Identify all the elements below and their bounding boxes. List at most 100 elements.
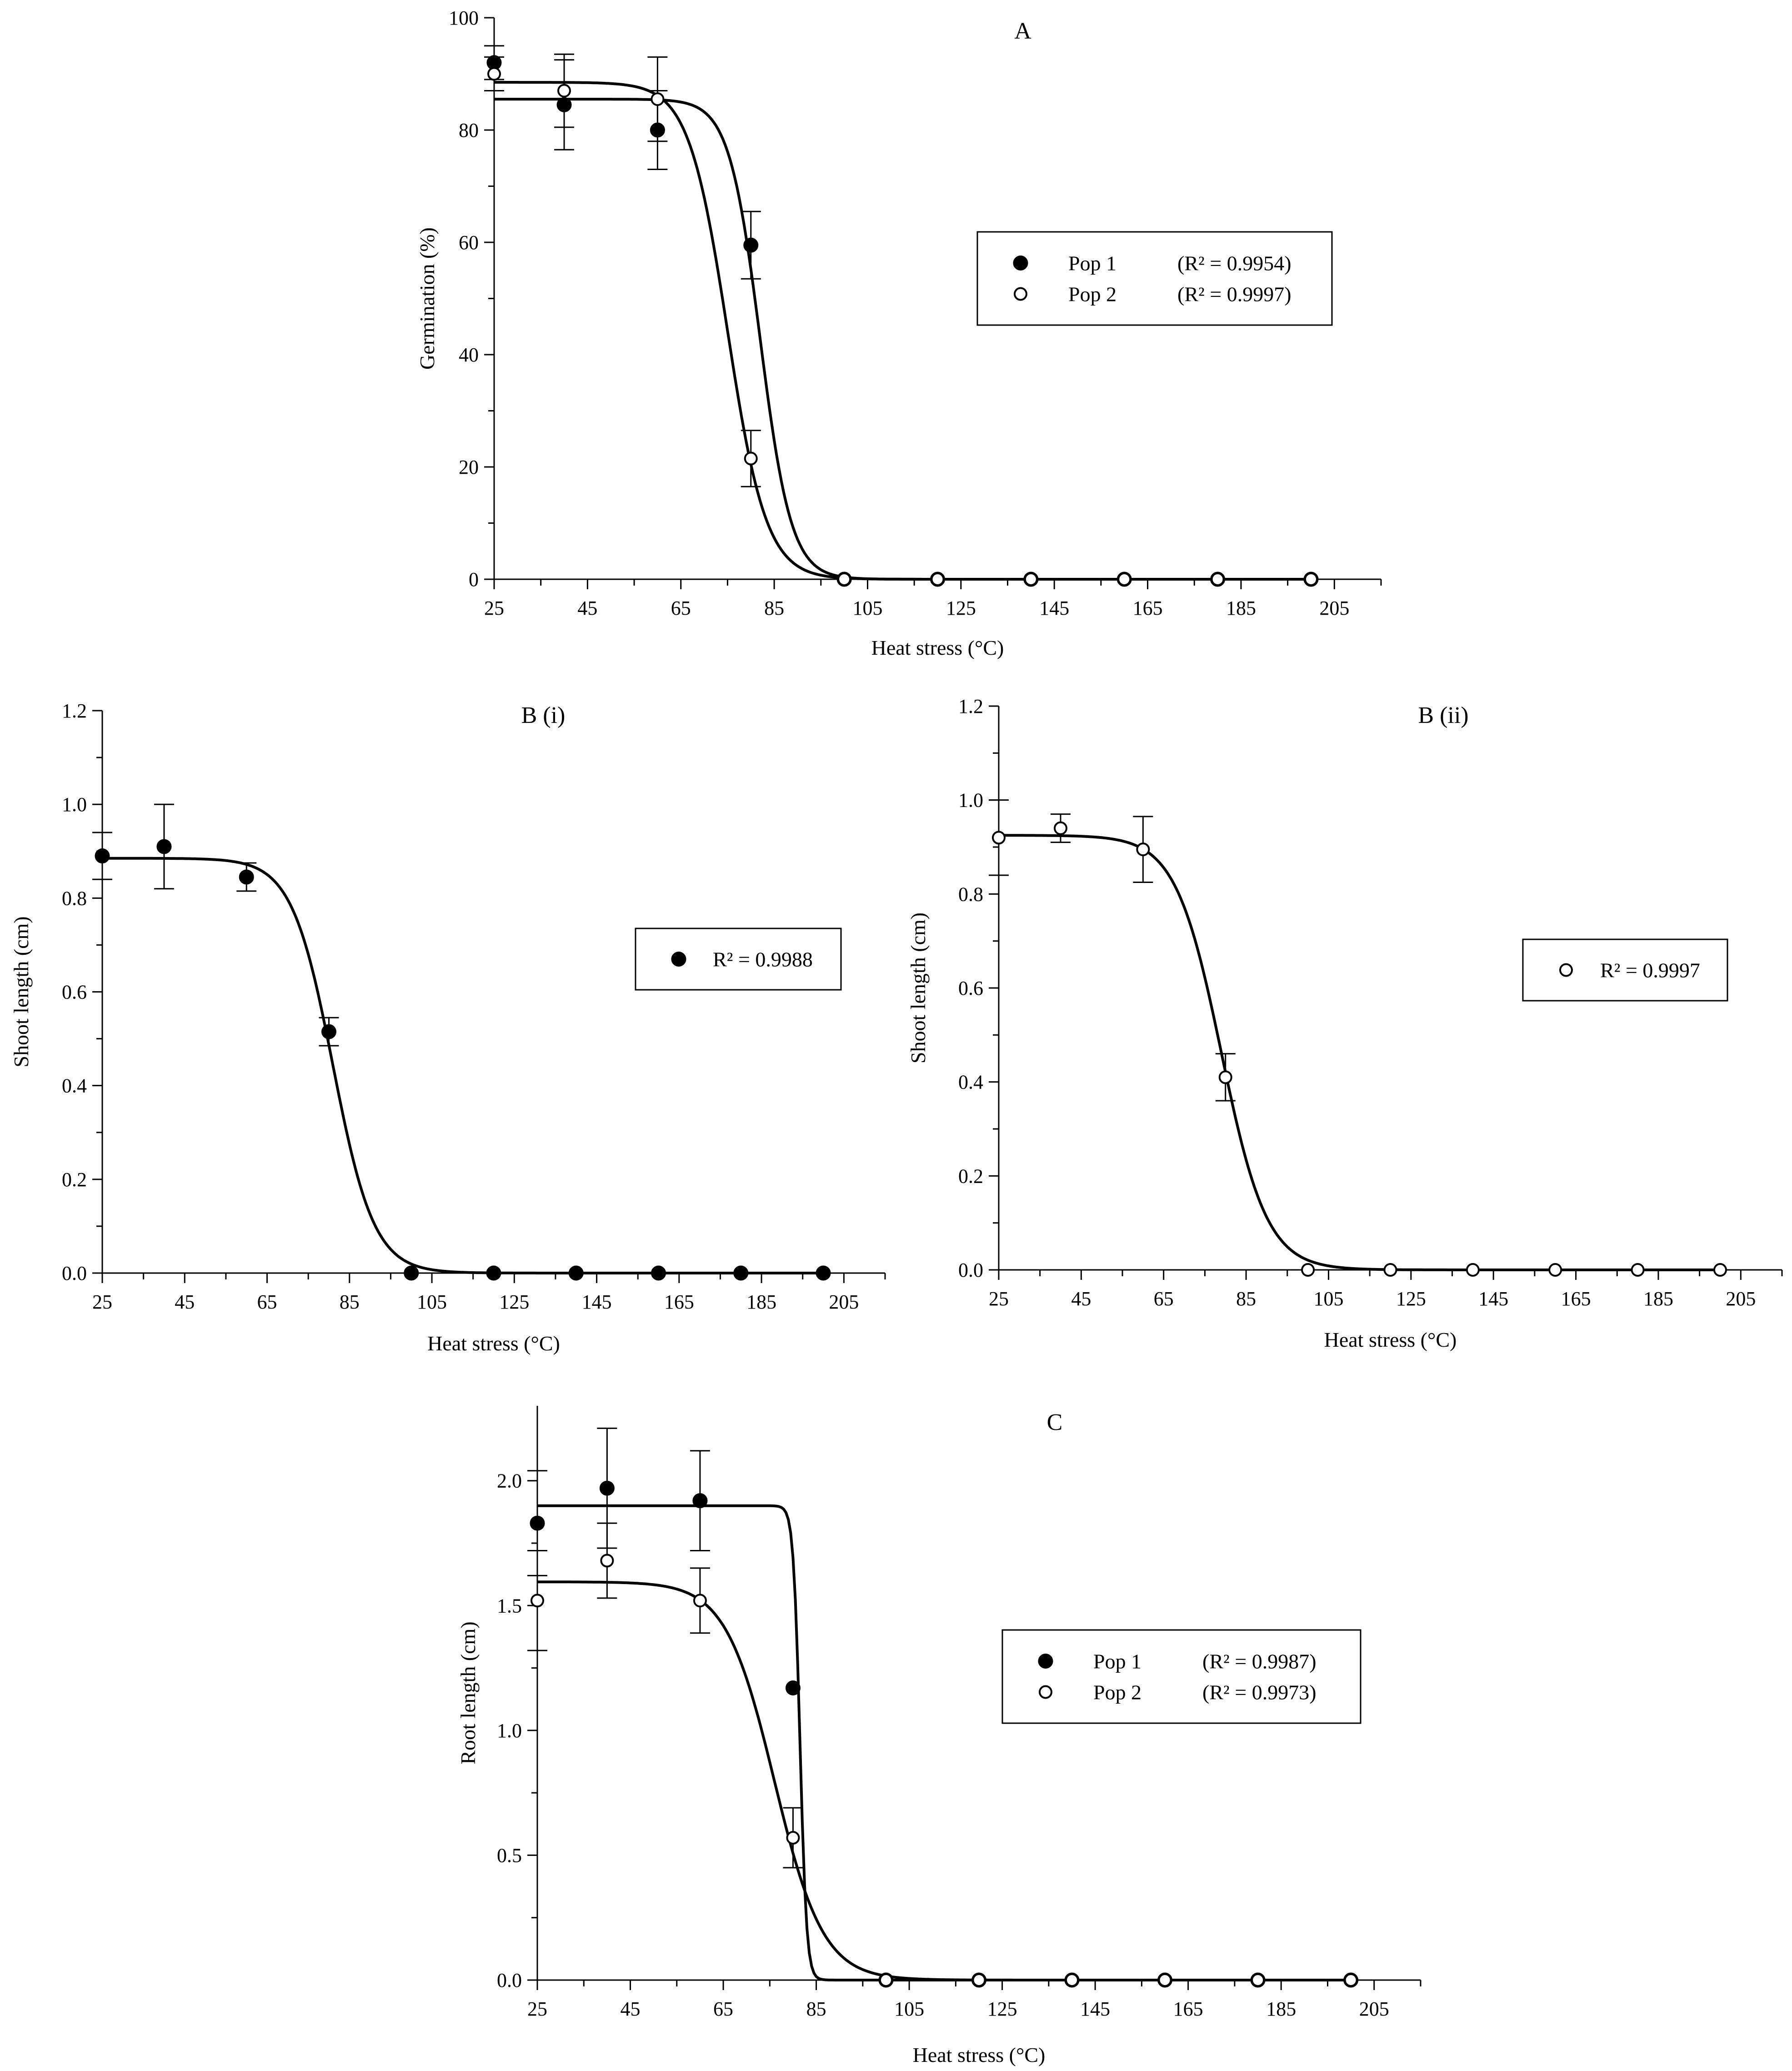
data-point xyxy=(1548,1263,1562,1277)
y-tick-label: 20 xyxy=(459,456,479,478)
data-point xyxy=(239,869,254,885)
y-tick-label: 60 xyxy=(459,231,479,254)
panel-label: C xyxy=(1047,1409,1063,1435)
data-point xyxy=(1136,842,1150,857)
y-tick-label: 0.8 xyxy=(958,883,983,905)
x-axis-title: Heat stress (°C) xyxy=(913,2043,1046,2066)
x-axis-title: Heat stress (°C) xyxy=(871,636,1004,659)
x-tick-label: 145 xyxy=(1080,1998,1110,2020)
legend: Pop 1 (R² = 0.9954) Pop 2 (R² = 0.9997) xyxy=(976,231,1333,326)
x-tick-label: 45 xyxy=(621,1998,641,2020)
data-point xyxy=(1054,821,1068,835)
data-point xyxy=(486,1265,501,1281)
x-tick-label: 65 xyxy=(1154,1288,1174,1310)
legend-series-name: Pop 1 xyxy=(1068,252,1116,275)
data-point xyxy=(651,1265,666,1281)
data-point xyxy=(785,1680,801,1696)
x-tick-label: 145 xyxy=(582,1291,612,1313)
data-point xyxy=(1024,572,1038,586)
legend-r2: (R² = 0.9954) xyxy=(1177,252,1291,275)
data-point xyxy=(1158,1973,1172,1987)
data-point xyxy=(743,237,759,253)
x-tick-label: 45 xyxy=(175,1291,195,1313)
data-point xyxy=(156,839,172,854)
y-tick-label: 0.5 xyxy=(497,1844,522,1866)
x-tick-label: 105 xyxy=(894,1998,924,2020)
panel-a: 25 45 65 85 105 125 145 165 185 205 0 20 40 60 80 100 He… xyxy=(415,7,1382,659)
panel-b-i-: 25 45 65 85 105 125 145 165 185 205 0.0 0.2 0.4 0.6 0.… xyxy=(10,700,886,1355)
legend: R² = 0.9988 xyxy=(635,928,842,991)
legend-r2: R² = 0.9988 xyxy=(713,948,813,971)
legend-r2: R² = 0.9997 xyxy=(1600,959,1700,982)
data-point xyxy=(568,1265,584,1281)
x-tick-label: 185 xyxy=(1643,1288,1673,1310)
x-tick-label: 65 xyxy=(257,1291,277,1313)
y-axis-title: Shoot length (cm) xyxy=(10,916,33,1067)
panel-c: 25 45 65 85 105 125 145 165 185 205 0.0 0.5 1.0 1.5 2.… xyxy=(456,1406,1422,2066)
x-tick-label: 205 xyxy=(1319,597,1349,619)
legend-series-name: Pop 2 xyxy=(1068,283,1116,306)
data-point xyxy=(786,1830,800,1845)
legend-box xyxy=(1522,938,1728,1002)
x-tick-label: 205 xyxy=(1726,1288,1756,1310)
x-tick-label: 25 xyxy=(989,1288,1009,1310)
x-tick-label: 185 xyxy=(1266,1998,1296,2020)
data-point xyxy=(531,1594,544,1608)
data-point xyxy=(744,451,758,466)
legend-marker xyxy=(1039,1685,1052,1699)
y-axis-title: Germination (%) xyxy=(415,227,439,370)
legend: R² = 0.9997 xyxy=(1522,938,1728,1002)
y-tick-label: 0.2 xyxy=(62,1168,87,1191)
legend-box xyxy=(635,928,842,991)
data-point xyxy=(972,1973,986,1987)
fit-curve-1 xyxy=(494,98,1311,581)
x-tick-label: 65 xyxy=(671,597,691,619)
y-tick-label: 1.5 xyxy=(497,1595,522,1617)
x-axis-title: Heat stress (°C) xyxy=(427,1332,560,1355)
data-point xyxy=(816,1265,831,1281)
y-tick-label: 0.4 xyxy=(958,1071,983,1093)
y-axis-title: Root length (cm) xyxy=(456,1621,480,1764)
legend-marker xyxy=(1014,287,1027,301)
y-tick-label: 0.0 xyxy=(497,1969,522,1991)
x-tick-label: 145 xyxy=(1039,597,1069,619)
data-point xyxy=(404,1265,419,1281)
data-point xyxy=(1631,1263,1645,1277)
y-tick-label: 1.2 xyxy=(62,700,87,722)
y-tick-label: 0 xyxy=(469,568,479,591)
y-tick-label: 1.0 xyxy=(497,1720,522,1742)
data-point xyxy=(600,1554,614,1568)
data-point xyxy=(321,1024,336,1039)
data-point xyxy=(1466,1263,1480,1277)
y-tick-label: 80 xyxy=(459,119,479,141)
data-point xyxy=(1301,1263,1315,1277)
panel-label: B (i) xyxy=(521,702,566,728)
x-tick-label: 45 xyxy=(577,597,597,619)
x-tick-label: 125 xyxy=(499,1291,529,1313)
x-tick-label: 205 xyxy=(1359,1998,1389,2020)
x-tick-label: 125 xyxy=(987,1998,1017,2020)
y-tick-label: 0.8 xyxy=(62,887,87,909)
y-axis-title: Shoot length (cm) xyxy=(906,913,930,1063)
legend-marker xyxy=(1013,256,1028,271)
y-tick-label: 100 xyxy=(449,7,479,29)
x-tick-label: 25 xyxy=(527,1998,547,2020)
fit-curve-2 xyxy=(537,1580,1351,1981)
fit-curve-1 xyxy=(999,834,1720,1271)
legend-r2: (R² = 0.9997) xyxy=(1177,283,1291,306)
legend-r2: (R² = 0.9987) xyxy=(1202,1650,1316,1673)
y-tick-label: 0.0 xyxy=(62,1262,87,1284)
y-tick-label: 40 xyxy=(459,344,479,366)
x-tick-label: 165 xyxy=(664,1291,694,1313)
data-point xyxy=(879,1973,893,1987)
fit-curve-2 xyxy=(494,81,1311,581)
data-point xyxy=(992,831,1006,845)
x-tick-label: 85 xyxy=(1236,1288,1256,1310)
x-tick-label: 85 xyxy=(340,1291,360,1313)
data-point xyxy=(530,1515,545,1531)
y-tick-label: 0.2 xyxy=(958,1165,983,1187)
data-point xyxy=(733,1265,749,1281)
y-tick-label: 1.0 xyxy=(62,793,87,816)
x-tick-label: 25 xyxy=(484,597,504,619)
